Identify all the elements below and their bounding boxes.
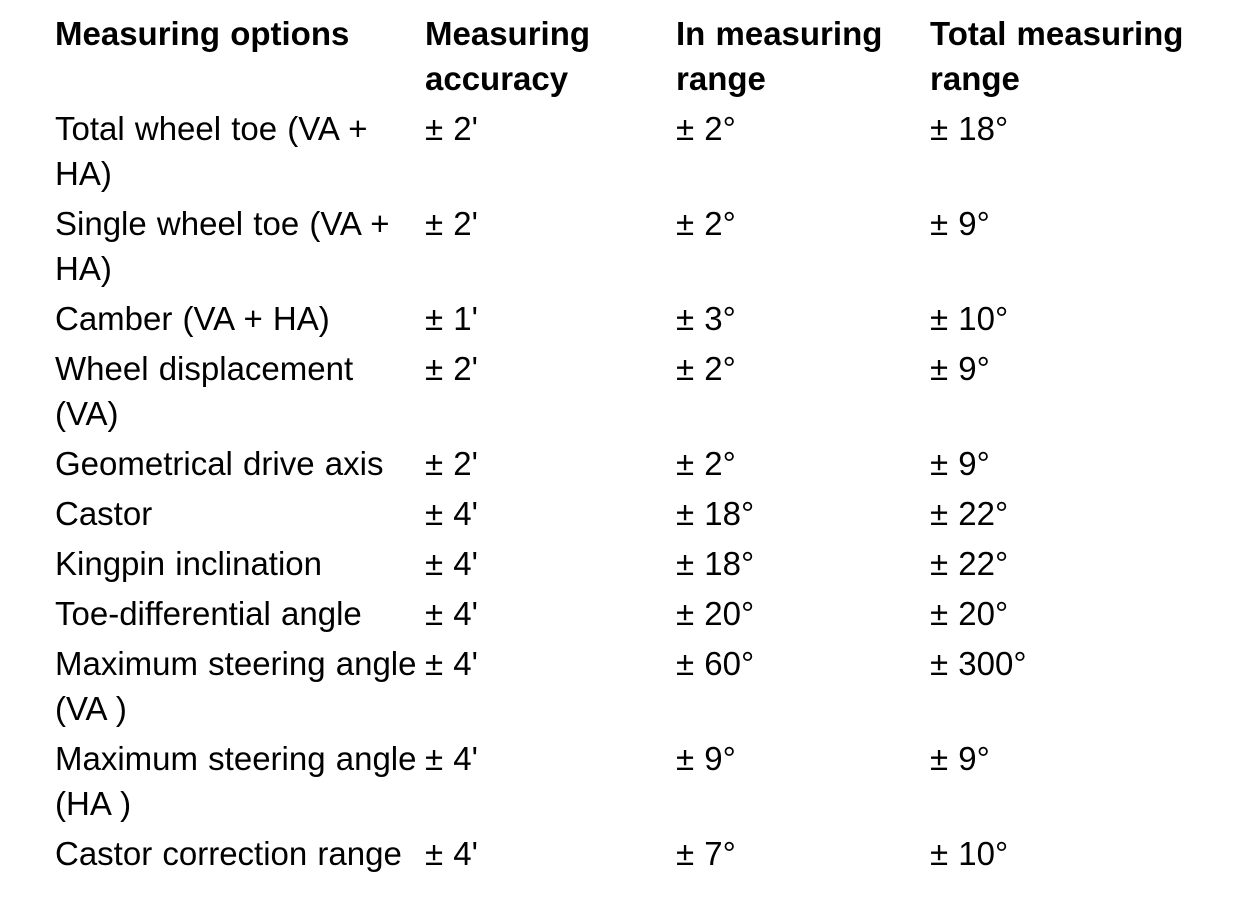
cell-measuring-option: Castor correction range xyxy=(55,835,402,872)
cell-in-measuring-range: ± 20° xyxy=(676,595,755,632)
table-row: Castor correction range ± 4' ± 7° ± 10° xyxy=(55,831,1248,876)
cell-in-measuring-range: ± 9° xyxy=(676,740,736,777)
cell-measuring-accuracy: ± 4' xyxy=(425,835,478,872)
cell-measuring-accuracy: ± 2' xyxy=(425,350,478,387)
cell-measuring-option: Maximum steering angle (VA ) xyxy=(55,645,417,727)
cell-measuring-option: Camber (VA + HA) xyxy=(55,300,330,337)
cell-total-measuring-range: ± 22° xyxy=(930,545,1009,582)
table-row: Geometrical drive axis ± 2' ± 2° ± 9° xyxy=(55,441,1248,486)
cell-measuring-accuracy: ± 4' xyxy=(425,545,478,582)
cell-measuring-accuracy: ± 4' xyxy=(425,740,478,777)
cell-total-measuring-range: ± 10° xyxy=(930,835,1009,872)
cell-measuring-accuracy: ± 2' xyxy=(425,205,478,242)
cell-total-measuring-range: ± 20° xyxy=(930,595,1009,632)
cell-total-measuring-range: ± 9° xyxy=(930,740,990,777)
cell-measuring-accuracy: ± 4' xyxy=(425,495,478,532)
cell-total-measuring-range: ± 18° xyxy=(930,110,1009,147)
column-header-measuring-options: Measuring options xyxy=(55,15,350,52)
cell-measuring-option: Kingpin inclination xyxy=(55,545,323,582)
cell-in-measuring-range: ± 7° xyxy=(676,835,736,872)
cell-measuring-accuracy: ± 4' xyxy=(425,595,478,632)
cell-in-measuring-range: ± 2° xyxy=(676,350,736,387)
column-header-measuring-accuracy: Measuring accuracy xyxy=(425,15,591,97)
cell-measuring-option: Maximum steering angle (HA ) xyxy=(55,740,417,822)
table-row: Wheel displacement (VA) ± 2' ± 2° ± 9° xyxy=(55,346,1248,436)
cell-measuring-accuracy: ± 2' xyxy=(425,445,478,482)
table-row: Toe-differential angle ± 4' ± 20° ± 20° xyxy=(55,591,1248,636)
table-row: Camber (VA + HA) ± 1' ± 3° ± 10° xyxy=(55,296,1248,341)
table-row: Castor ± 4' ± 18° ± 22° xyxy=(55,491,1248,536)
cell-measuring-accuracy: ± 1' xyxy=(425,300,478,337)
cell-total-measuring-range: ± 22° xyxy=(930,495,1009,532)
cell-total-measuring-range: ± 10° xyxy=(930,300,1009,337)
cell-in-measuring-range: ± 2° xyxy=(676,110,736,147)
column-header-in-measuring-range: In measuring range xyxy=(676,15,883,97)
table-row: Total wheel toe (VA + HA) ± 2' ± 2° ± 18… xyxy=(55,106,1248,196)
cell-measuring-option: Toe-differential angle xyxy=(55,595,362,632)
cell-measuring-accuracy: ± 2' xyxy=(425,110,478,147)
cell-total-measuring-range: ± 9° xyxy=(930,350,990,387)
cell-measuring-option: Geometrical drive axis xyxy=(55,445,384,482)
cell-total-measuring-range: ± 9° xyxy=(930,445,990,482)
table-row: Maximum steering angle (HA ) ± 4' ± 9° ±… xyxy=(55,736,1248,826)
table-body: Total wheel toe (VA + HA) ± 2' ± 2° ± 18… xyxy=(55,106,1248,876)
cell-measuring-accuracy: ± 4' xyxy=(425,645,478,682)
cell-measuring-option: Total wheel toe (VA + HA) xyxy=(55,110,368,192)
cell-in-measuring-range: ± 3° xyxy=(676,300,736,337)
table-row: Maximum steering angle (VA ) ± 4' ± 60° … xyxy=(55,641,1248,731)
column-header-total-measuring-range: Total measuring range xyxy=(930,15,1184,97)
cell-in-measuring-range: ± 18° xyxy=(676,545,755,582)
cell-in-measuring-range: ± 2° xyxy=(676,445,736,482)
table-header-row: Measuring options Measuring accuracy In … xyxy=(55,11,1248,101)
cell-measuring-option: Single wheel toe (VA + HA) xyxy=(55,205,390,287)
cell-in-measuring-range: ± 18° xyxy=(676,495,755,532)
cell-in-measuring-range: ± 2° xyxy=(676,205,736,242)
table-row: Kingpin inclination ± 4' ± 18° ± 22° xyxy=(55,541,1248,586)
cell-in-measuring-range: ± 60° xyxy=(676,645,755,682)
cell-total-measuring-range: ± 9° xyxy=(930,205,990,242)
measuring-specs-table: Measuring options Measuring accuracy In … xyxy=(55,11,1248,876)
cell-measuring-option: Castor xyxy=(55,495,153,532)
cell-measuring-option: Wheel displacement (VA) xyxy=(55,350,354,432)
table-row: Single wheel toe (VA + HA) ± 2' ± 2° ± 9… xyxy=(55,201,1248,291)
cell-total-measuring-range: ± 300° xyxy=(930,645,1027,682)
